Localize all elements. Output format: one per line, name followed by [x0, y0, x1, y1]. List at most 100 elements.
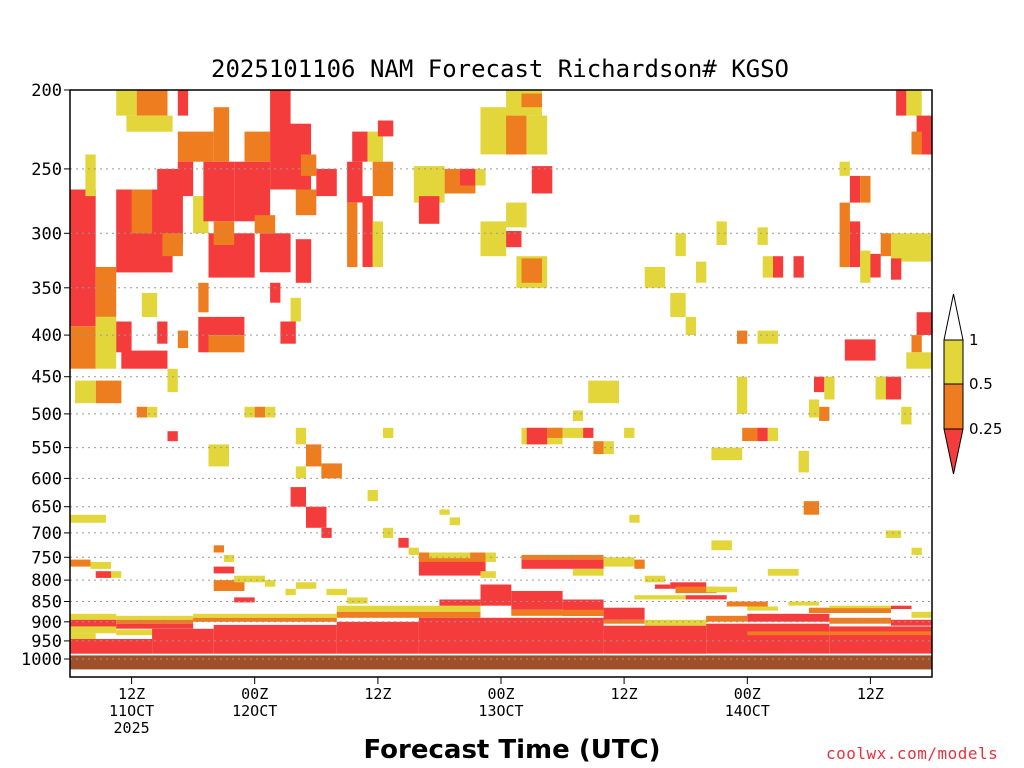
heatmap-cell [352, 131, 368, 162]
heatmap-cell [290, 297, 301, 322]
heatmap-cell [70, 655, 932, 670]
heatmap-cell [521, 617, 604, 654]
heatmap-cell [347, 161, 363, 203]
heatmap-cell [270, 282, 281, 303]
heatmap-cell [480, 221, 507, 257]
heatmap-cell [629, 514, 640, 523]
heatmap-cell [418, 617, 522, 654]
heatmap-cell [280, 321, 296, 344]
x-tick-label: 00Z [734, 685, 761, 703]
heatmap-cell [860, 250, 871, 283]
heatmap-cell [439, 509, 450, 515]
heatmap-cell [742, 427, 758, 442]
heatmap-cell [911, 611, 932, 618]
heatmap-cell [670, 582, 707, 589]
heatmap-cell [726, 601, 768, 607]
heatmap-cell [418, 196, 440, 224]
heatmap-cell [526, 115, 548, 155]
colorbar-level-label: 1 [969, 331, 979, 349]
heatmap-cell [449, 517, 460, 526]
heatmap-cell [803, 501, 820, 515]
heatmap-cell [295, 466, 307, 479]
x-tick-label: 00Z [241, 685, 268, 703]
heatmap-cell [480, 571, 496, 578]
heatmap-cell [685, 316, 696, 335]
heatmap-cell [819, 406, 830, 421]
heatmap-cell [367, 131, 383, 162]
heatmap-cell [223, 554, 235, 562]
x-tick-label: 12Z [364, 685, 391, 703]
y-axis: 200 250 300 350 400 450 500 550 600 650 700 750 8008… [21, 81, 70, 670]
x-tick-label: 00Z [487, 685, 514, 703]
colorbar: 1 0.5 0.25 [943, 293, 1002, 475]
heatmap-cell [839, 202, 850, 268]
heatmap-cell [675, 586, 717, 594]
heatmap-cell [244, 406, 255, 418]
credit-text: coolwx.com/models [826, 744, 999, 763]
y-tick-label: 250 [31, 160, 62, 180]
heatmap-cell [116, 615, 194, 620]
heatmap-cell [572, 410, 584, 421]
heatmap-cell [147, 406, 158, 418]
heatmap-cell [347, 597, 368, 604]
heatmap-cell [480, 591, 512, 606]
heatmap-cell [696, 261, 707, 283]
heatmap-cell [588, 380, 619, 404]
heatmap-cell [372, 161, 394, 197]
heatmap-cell [562, 427, 584, 438]
heatmap-cell [285, 588, 296, 596]
heatmap-cell [95, 571, 112, 578]
heatmap-cell [306, 444, 322, 467]
heatmap-cell [603, 557, 635, 567]
heatmap-cell [772, 256, 784, 278]
heatmap-cell [670, 292, 686, 317]
heatmap-cell [603, 619, 645, 624]
heatmap-cell [336, 621, 419, 654]
heatmap-cell [716, 221, 727, 245]
heatmap-cell [244, 131, 271, 162]
heatmap-cell [793, 256, 804, 278]
y-tick-label: 600 [31, 469, 62, 489]
x-tick-label: 12Z [118, 685, 145, 703]
heatmap-cell [603, 625, 707, 654]
heatmap-cell [85, 154, 96, 197]
heatmap-cell [377, 120, 394, 137]
heatmap-cell [316, 168, 337, 197]
heatmap-cell [290, 487, 306, 507]
heatmap-cell [737, 376, 748, 414]
heatmap-cell [891, 233, 932, 262]
y-tick-label: 400 [31, 326, 62, 346]
heatmap-cell [906, 352, 932, 369]
heatmap-cell [891, 258, 902, 280]
heatmap-cell [234, 161, 271, 222]
heatmap-cell [70, 613, 117, 620]
heatmap-cell [757, 427, 768, 442]
y-tick-label: 1000 [21, 650, 62, 670]
heatmap-cell [167, 368, 178, 393]
heatmap-cell [891, 619, 932, 626]
heatmap-cell [506, 231, 522, 248]
heatmap-cell [121, 350, 168, 369]
heatmap-cell [829, 617, 891, 624]
heatmap-cell [767, 427, 779, 442]
heatmap-cell [896, 90, 907, 116]
heatmap-cell [213, 545, 224, 553]
heatmap-cell [362, 196, 373, 267]
x-tick-label: 2025 [114, 719, 150, 737]
y-tick-label: 550 [31, 439, 62, 459]
heatmap-cell [70, 639, 153, 654]
heatmap-cell [295, 582, 317, 589]
heatmap-cell [162, 233, 183, 257]
heatmap-cell [829, 605, 891, 609]
heatmap-cell [829, 635, 932, 639]
heatmap-cell [572, 568, 604, 576]
chart-title: 2025101106 NAM Forecast Richardson# KGSO [211, 55, 789, 83]
colorbar-bottom-arrow [943, 428, 964, 475]
heatmap-cell [295, 239, 312, 283]
heatmap-cell [265, 406, 276, 418]
heatmap-cell [177, 161, 194, 197]
heatmap-cell [372, 221, 383, 268]
heatmap-cell [408, 547, 419, 555]
